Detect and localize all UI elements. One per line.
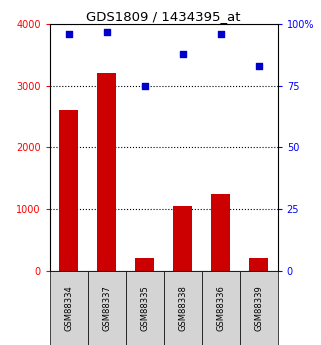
Point bbox=[142, 83, 147, 89]
Text: GSM88336: GSM88336 bbox=[216, 285, 225, 331]
Bar bbox=[211, 194, 230, 271]
Text: GSM88339: GSM88339 bbox=[254, 285, 263, 331]
Point bbox=[104, 29, 109, 34]
Text: GSM88338: GSM88338 bbox=[178, 285, 187, 331]
Bar bbox=[173, 206, 192, 271]
Point bbox=[218, 31, 223, 37]
Bar bbox=[59, 110, 78, 271]
Point bbox=[180, 51, 185, 57]
Point bbox=[66, 31, 71, 37]
Point bbox=[256, 63, 261, 69]
Text: GSM88334: GSM88334 bbox=[64, 285, 73, 331]
Text: GSM88337: GSM88337 bbox=[102, 285, 111, 331]
Bar bbox=[97, 73, 116, 271]
Text: GSM88335: GSM88335 bbox=[140, 285, 149, 331]
Bar bbox=[135, 258, 154, 271]
Bar bbox=[249, 258, 268, 271]
Title: GDS1809 / 1434395_at: GDS1809 / 1434395_at bbox=[86, 10, 241, 23]
